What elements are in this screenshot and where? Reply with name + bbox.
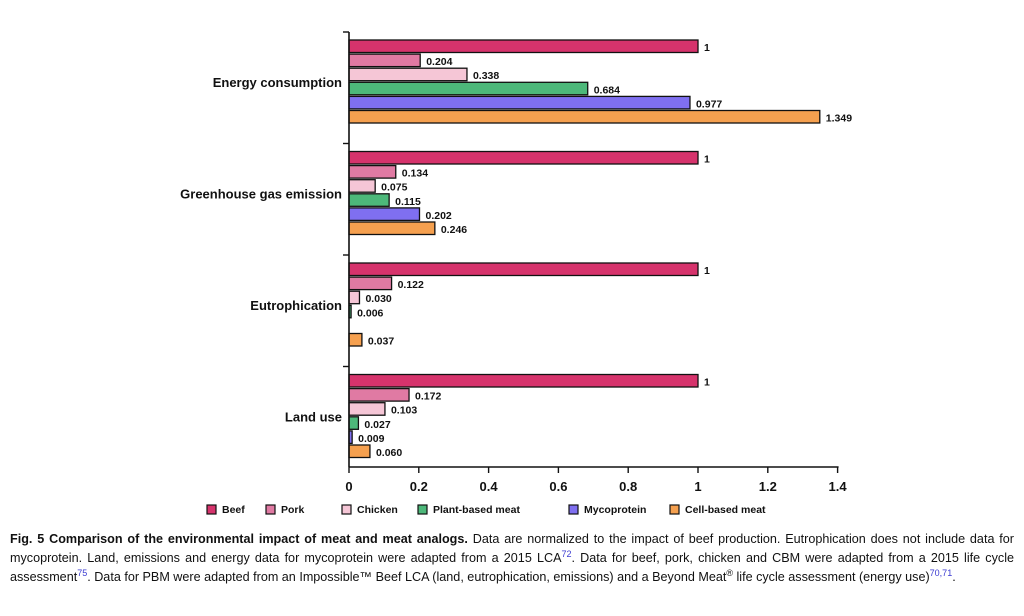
data-label: 0.037 xyxy=(368,336,394,348)
legend-swatch xyxy=(341,504,352,515)
category-label: Greenhouse gas emission xyxy=(180,186,342,201)
bar-plant-based-meat xyxy=(348,81,589,96)
legend-label: Pork xyxy=(281,504,305,516)
legend-swatch xyxy=(265,504,276,515)
legend-label: Mycoprotein xyxy=(584,504,646,516)
x-tick-label: 1.4 xyxy=(829,479,848,494)
data-label: 0.684 xyxy=(594,84,620,96)
bar-mycoprotein xyxy=(348,207,421,222)
caption-text-4: life cycle assessment (energy use) xyxy=(732,570,930,584)
x-tick-label: 0.8 xyxy=(619,479,637,494)
data-label: 1.349 xyxy=(826,113,852,125)
caption-text-2: . Data for beef, pork, chicken and CBM w… xyxy=(10,551,1015,584)
x-tick-label: 1.2 xyxy=(759,479,777,494)
bar-cell-based-meat xyxy=(348,221,436,236)
caption-ref-2[interactable]: 75 xyxy=(77,568,88,578)
bar-plant-based-meat xyxy=(348,193,390,207)
category-label: Eutrophication xyxy=(250,298,342,313)
data-label: 0.338 xyxy=(473,70,499,82)
bar-beef xyxy=(348,262,699,277)
legend-swatch xyxy=(206,504,217,515)
category-label: Energy consumption xyxy=(213,75,342,90)
registered-mark: ® xyxy=(726,568,733,578)
legend-swatch xyxy=(669,504,680,515)
bar-beef xyxy=(348,39,699,54)
x-tick-label: 0.6 xyxy=(549,479,567,494)
legend-swatch xyxy=(568,504,579,515)
legend-swatch xyxy=(417,504,428,515)
bar-chart: Energy consumption 1 0.204 0.338 0.684 0.977 1… xyxy=(180,31,852,516)
bar-mycoprotein xyxy=(348,95,691,110)
data-label: 0.202 xyxy=(425,210,451,222)
data-label: 1 xyxy=(704,265,710,277)
bar-chicken xyxy=(348,402,386,416)
bar-pork xyxy=(348,164,397,179)
bar-chicken xyxy=(348,179,376,193)
category-label: Land use xyxy=(285,409,342,424)
data-label: 0.204 xyxy=(426,56,452,68)
data-label: 0.027 xyxy=(364,419,390,431)
legend-label: Cell-based meat xyxy=(685,504,766,516)
bar-plant-based-meat xyxy=(348,416,360,430)
bar-cell-based-meat xyxy=(348,332,363,347)
x-tick-label: 1 xyxy=(694,479,701,494)
data-label: 0.030 xyxy=(365,293,391,305)
caption-text-3: . Data for PBM were adapted from an Impo… xyxy=(87,570,727,584)
data-label: 0.060 xyxy=(376,447,402,459)
caption-title: Fig. 5 Comparison of the environmental i… xyxy=(10,532,468,546)
bar-pork xyxy=(348,387,410,402)
bar-cell-based-meat xyxy=(348,444,371,459)
bar-pork xyxy=(348,276,393,291)
x-tick-label: 0.2 xyxy=(410,479,428,494)
caption-text-1: Data are normalized to the impact of bee… xyxy=(10,532,1014,565)
bar-beef xyxy=(348,373,699,388)
data-label: 0.006 xyxy=(357,307,383,319)
legend-label: Beef xyxy=(222,504,245,516)
data-label: 1 xyxy=(704,377,710,389)
data-label: 0.009 xyxy=(358,433,384,445)
bar-chicken xyxy=(348,67,468,82)
caption-ref-1[interactable]: 72 xyxy=(561,549,572,559)
legend-label: Plant-based meat xyxy=(433,504,520,516)
legend-label: Chicken xyxy=(357,504,398,516)
bar-pork xyxy=(348,53,421,68)
data-label: 1 xyxy=(704,42,710,54)
data-label: 0.122 xyxy=(398,279,424,291)
data-label: 0.134 xyxy=(402,168,428,180)
data-label: 0.246 xyxy=(441,224,467,236)
data-label: 1 xyxy=(704,154,710,166)
bar-beef xyxy=(348,150,699,165)
data-label: 0.075 xyxy=(381,182,407,194)
x-tick-label: 0.4 xyxy=(480,479,499,494)
bar-chicken xyxy=(348,290,361,305)
bar-cell-based-meat xyxy=(348,109,821,124)
data-label: 0.103 xyxy=(391,405,417,417)
data-label: 0.115 xyxy=(395,196,421,208)
data-label: 0.977 xyxy=(696,98,722,110)
data-label: 0.172 xyxy=(415,391,441,403)
x-tick-label: 0 xyxy=(345,479,352,494)
figure-caption: Fig. 5 Comparison of the environmental i… xyxy=(10,530,1014,587)
caption-text-5: . xyxy=(952,570,956,584)
caption-ref-3[interactable]: 70,71 xyxy=(929,568,953,578)
